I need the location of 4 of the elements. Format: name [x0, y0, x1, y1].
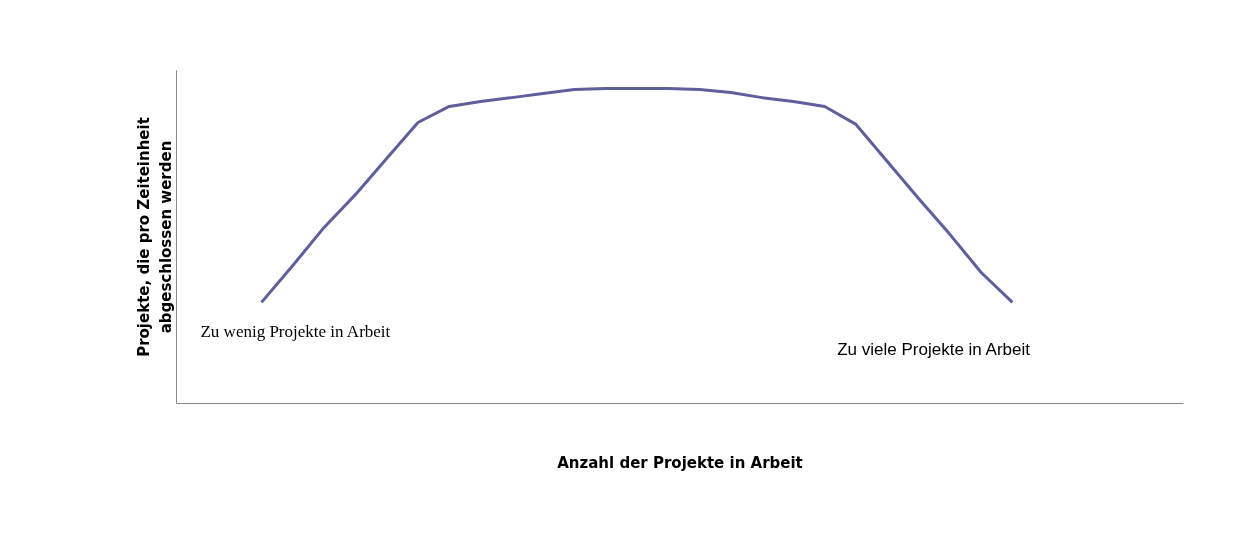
- x-axis-title: Anzahl der Projekte in Arbeit: [557, 453, 803, 472]
- annotation: Zu wenig Projekte in Arbeit: [200, 321, 391, 341]
- y-axis-title: Projekte, die pro Zeiteinheit abgeschlossen werden: [134, 117, 175, 357]
- annotation: Zu viele Projekte in Arbeit: [837, 340, 1031, 360]
